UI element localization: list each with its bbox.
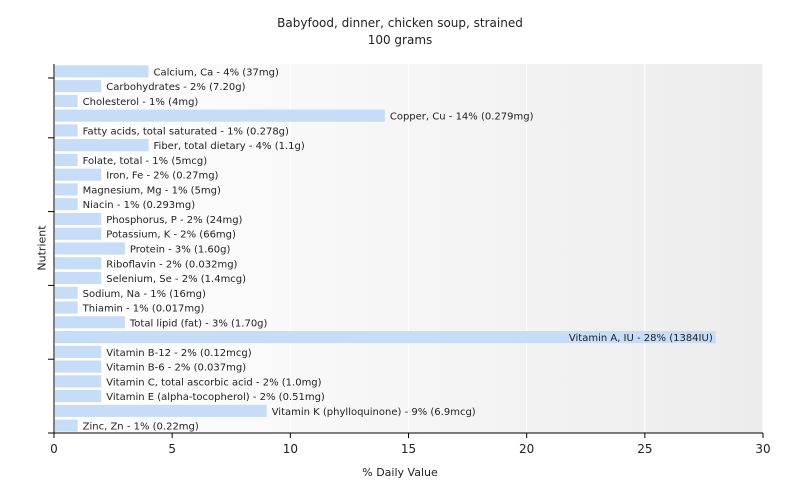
bar-label: Vitamin K (phylloquinone) - 9% (6.9mcg) — [272, 407, 476, 418]
bar-label: Vitamin C, total ascorbic acid - 2% (1.0… — [106, 377, 321, 388]
bar-label: Total lipid (fat) - 3% (1.70g) — [129, 318, 268, 329]
bar-label: Fiber, total dietary - 4% (1.1g) — [154, 141, 305, 152]
bar-label: Vitamin E (alpha-tocopherol) - 2% (0.51m… — [106, 392, 325, 403]
bar-label: Sodium, Na - 1% (16mg) — [83, 289, 206, 300]
bar — [55, 257, 102, 270]
bar — [55, 390, 102, 403]
bar — [55, 419, 78, 432]
bar — [55, 80, 102, 93]
bar-label: Protein - 3% (1.60g) — [130, 245, 231, 256]
x-tick-label: 20 — [519, 442, 534, 456]
bar — [55, 65, 149, 78]
bar-label: Magnesium, Mg - 1% (5mg) — [83, 185, 221, 196]
bar — [55, 109, 385, 122]
bar-label: Selenium, Se - 2% (1.4mcg) — [106, 274, 246, 285]
bar-label: Iron, Fe - 2% (0.27mg) — [106, 171, 218, 182]
bar-label: Copper, Cu - 14% (0.279mg) — [390, 112, 534, 123]
bar — [55, 271, 102, 285]
bar-label: Calcium, Ca - 4% (37mg) — [154, 67, 279, 78]
x-axis-label: % Daily Value — [362, 466, 438, 479]
bar-label: Vitamin B-12 - 2% (0.12mcg) — [106, 348, 251, 359]
bar — [55, 242, 125, 255]
bar — [55, 198, 78, 211]
bar — [55, 212, 102, 226]
x-tick-label: 25 — [637, 442, 652, 456]
bar-label: Phosphorus, P - 2% (24mg) — [106, 215, 242, 226]
x-tick-label: 15 — [401, 442, 416, 456]
x-tick-label: 0 — [50, 442, 58, 456]
bar-label: Zinc, Zn - 1% (0.22mg) — [83, 422, 199, 433]
bar-label: Folate, total - 1% (5mcg) — [83, 156, 208, 167]
bar-label: Carbohydrates - 2% (7.20g) — [106, 82, 245, 93]
bar-label: Thiamin - 1% (0.017mg) — [82, 304, 205, 315]
bar — [55, 375, 102, 388]
bar — [55, 227, 102, 240]
bar — [55, 94, 78, 107]
bar-label: Riboflavin - 2% (0.032mg) — [106, 259, 237, 270]
bar-label: Niacin - 1% (0.293mg) — [83, 200, 196, 211]
bar — [55, 139, 149, 152]
x-tick-label: 5 — [168, 442, 176, 456]
bar-label: Vitamin A, IU - 28% (1384IU) — [569, 333, 713, 344]
bar — [55, 360, 102, 373]
bar — [55, 316, 125, 329]
bar-label: Vitamin B-6 - 2% (0.037mg) — [106, 363, 246, 374]
bar — [55, 331, 716, 344]
bar — [55, 286, 78, 299]
bar-label: Cholesterol - 1% (4mg) — [83, 97, 199, 108]
bar — [55, 301, 78, 314]
bar — [55, 168, 102, 181]
bar — [55, 345, 102, 358]
bar-label: Potassium, K - 2% (66mg) — [106, 230, 236, 241]
bar-label: Fatty acids, total saturated - 1% (0.278… — [83, 126, 289, 137]
x-tick-label: 30 — [755, 442, 770, 456]
x-tick-label: 10 — [283, 442, 298, 456]
chart-title: Babyfood, dinner, chicken soup, strained — [277, 16, 523, 30]
bar — [55, 153, 78, 166]
bar — [55, 183, 78, 196]
bar — [55, 124, 78, 137]
bar — [55, 404, 267, 417]
y-axis-label: Nutrient — [35, 225, 49, 271]
chart-subtitle: 100 grams — [367, 33, 433, 47]
